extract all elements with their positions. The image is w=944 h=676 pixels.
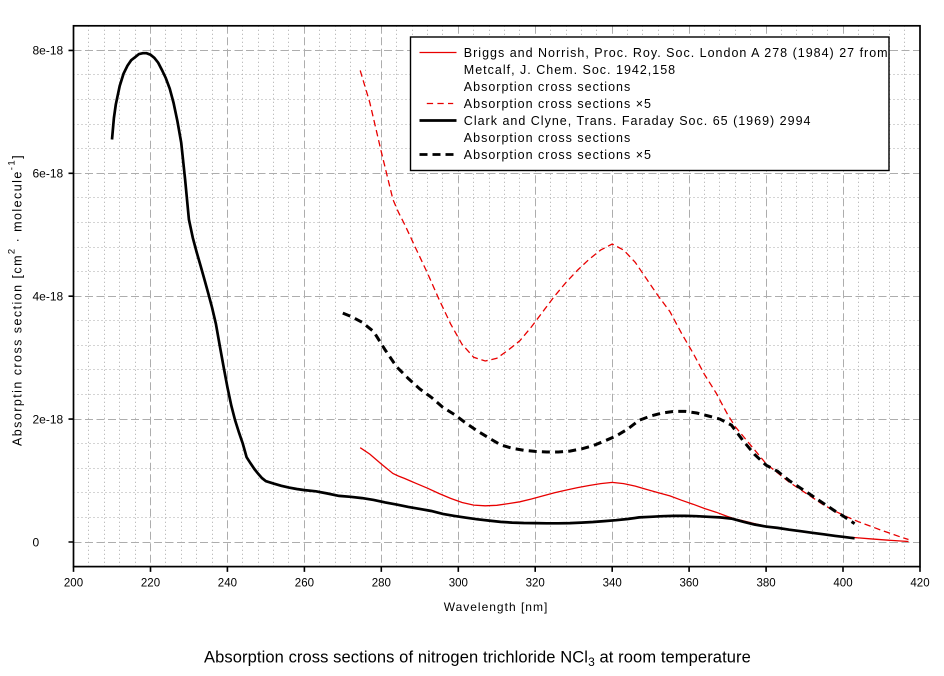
svg-text:4e-18: 4e-18 — [33, 290, 64, 304]
svg-text:360: 360 — [680, 577, 699, 589]
svg-text:Absorption cross sections: Absorption cross sections — [464, 131, 631, 145]
svg-text:8e-18: 8e-18 — [33, 44, 64, 58]
svg-text:2e-18: 2e-18 — [33, 412, 64, 426]
svg-text:Absorptin cross section [cm2 ·: Absorptin cross section [cm2 · molecule-… — [7, 154, 25, 446]
svg-text:Absorption cross sections ×5: Absorption cross sections ×5 — [464, 148, 652, 162]
svg-text:Briggs and Norrish, Proc. Roy.: Briggs and Norrish, Proc. Roy. Soc. Lond… — [464, 46, 889, 60]
svg-text:Metcalf, J. Chem. Soc. 1942,15: Metcalf, J. Chem. Soc. 1942,158 — [464, 63, 676, 77]
svg-text:280: 280 — [372, 577, 391, 589]
svg-text:200: 200 — [64, 577, 83, 589]
svg-text:Absorption cross sections ×5: Absorption cross sections ×5 — [464, 97, 652, 111]
svg-text:300: 300 — [449, 577, 468, 589]
svg-text:Absorption cross sections of n: Absorption cross sections of nitrogen tr… — [204, 649, 751, 670]
svg-text:380: 380 — [757, 577, 776, 589]
svg-text:320: 320 — [526, 577, 545, 589]
svg-text:340: 340 — [603, 577, 622, 589]
svg-text:220: 220 — [141, 577, 160, 589]
svg-text:0: 0 — [33, 535, 40, 549]
svg-text:400: 400 — [833, 577, 852, 589]
svg-text:Wavelength [nm]: Wavelength [nm] — [444, 600, 549, 614]
svg-text:Absorption cross sections: Absorption cross sections — [464, 80, 631, 94]
svg-text:Clark and Clyne, Trans. Farada: Clark and Clyne, Trans. Faraday Soc. 65 … — [464, 114, 812, 128]
svg-text:240: 240 — [218, 577, 237, 589]
svg-text:6e-18: 6e-18 — [33, 167, 64, 181]
svg-text:260: 260 — [295, 577, 314, 589]
svg-text:420: 420 — [910, 577, 929, 589]
